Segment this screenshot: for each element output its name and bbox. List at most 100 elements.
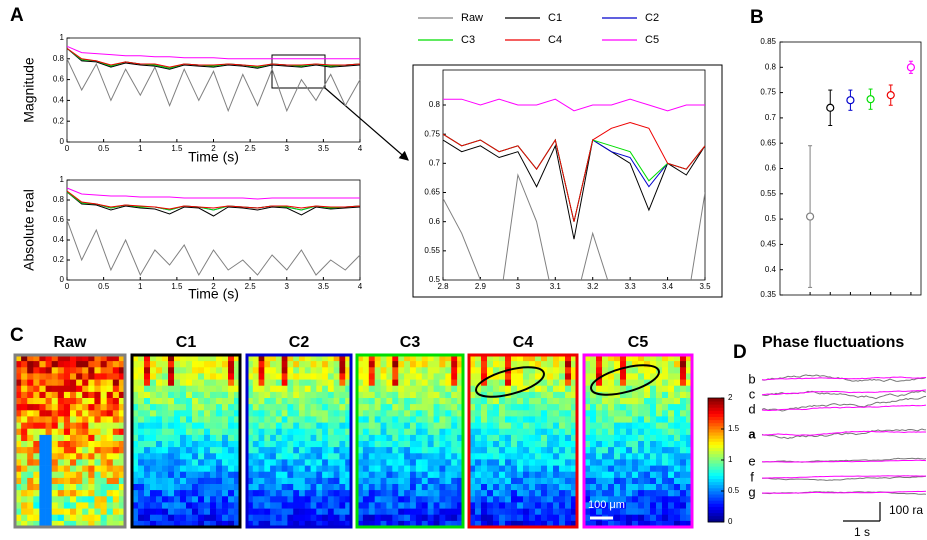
heatmap-cell [259,509,265,515]
heatmap-cell [428,472,434,479]
heatmap-cell [553,441,559,448]
heatmap-cell [46,361,53,368]
heatmap-cell [334,373,340,380]
heatmap-cell [228,373,234,380]
heatmap-cell [311,466,317,473]
heatmap-cell [64,423,71,430]
heatmap-cell [180,423,186,430]
heatmap-cell [210,447,216,454]
heatmap-cell [144,386,150,393]
heatmap-cell [259,392,265,399]
heatmap-cell [94,466,101,473]
heatmap-cell [541,447,547,454]
heatmap-cell [88,478,95,485]
heatmap-cell [375,361,381,368]
heatmap-cell [107,404,114,411]
heatmap-cell [270,466,276,473]
heatmap-cell [334,392,340,399]
heatmap-cell [101,484,108,491]
x-axis-label: Time (s) [188,286,239,302]
heatmap-cell [88,361,95,368]
heatmap-cell [614,380,620,387]
heatmap-cell [253,386,259,393]
heatmap-cell [392,453,398,460]
heatmap-cell [481,398,487,405]
heatmap-cell [156,496,162,503]
heatmap-cell [644,447,650,454]
heatmap-cell [113,416,120,423]
heatmap-cell [39,429,46,436]
heatmap-cell [88,459,95,466]
heatmap-cell [565,435,571,442]
heatmap-cell [517,429,523,436]
heatmap-cell [505,429,511,436]
heatmap-cell [168,472,174,479]
heatmap-cell [608,490,614,497]
heatmap-cell [186,380,192,387]
heatmap-cell [445,496,451,503]
heatmap-cell [644,429,650,436]
heatmap-cell [363,466,369,473]
heatmap-cell [222,361,228,368]
heatmap-cell [64,515,71,522]
heatmap-cell [70,398,77,405]
heatmap-cell [276,509,282,515]
heatmap-cell [113,490,120,497]
heatmap-cell [644,423,650,430]
heatmap-cell [82,429,89,436]
heatmap-cell [644,392,650,399]
heatmap-cell [428,404,434,411]
heatmap-cell [27,361,34,368]
heatmap-cell [662,478,668,485]
heatmap-cell [398,441,404,448]
heatmap-cell [276,490,282,497]
heatmap-cell [174,472,180,479]
heatmap-cell [276,367,282,374]
heatmap-cell [369,423,375,430]
heatmap-cell [270,515,276,522]
heatmap-cell [58,509,65,515]
heatmap-cell [305,466,311,473]
heatmap-cell [392,502,398,509]
heatmap-cell [198,416,204,423]
heatmap-cell [222,459,228,466]
heatmap-cell [410,367,416,374]
heatmap-cell [174,423,180,430]
trace [762,429,926,439]
heatmap-cell [511,502,517,509]
heatmap-cell [410,496,416,503]
heatmap-cell [620,472,626,479]
heatmap-cell [523,373,529,380]
heatmap-cell [511,478,517,485]
heatmap-cell [565,472,571,479]
heatmap-cell [94,459,101,466]
heatmap-cell [375,484,381,491]
heatmap-cell [70,410,77,417]
heatmap-cell [487,441,493,448]
heatmap-cell [608,429,614,436]
heatmap-cell [656,447,662,454]
heatmap-cell [282,484,288,491]
heatmap-cell [113,361,120,368]
heatmap-cell [58,502,65,509]
heatmap-cell [398,490,404,497]
heatmap-cell [305,484,311,491]
heatmap-cell [76,404,83,411]
heatmap-cell [445,453,451,460]
heatmap-cell [253,509,259,515]
heatmap-cell [416,361,422,368]
heatmap-cell [282,496,288,503]
heatmap-cell [553,392,559,399]
heatmap-cell [559,410,565,417]
heatmap-cell [198,472,204,479]
heatmap-cell [39,435,46,442]
heatmap-cell [156,367,162,374]
heatmap-cell [369,435,375,442]
heatmap-cell [439,496,445,503]
heatmap-cell [369,447,375,454]
heatmap-cell [101,459,108,466]
heatmap-cell [487,453,493,460]
heatmap-cell [410,404,416,411]
heatmap-cell [94,484,101,491]
heatmap-cell [305,447,311,454]
